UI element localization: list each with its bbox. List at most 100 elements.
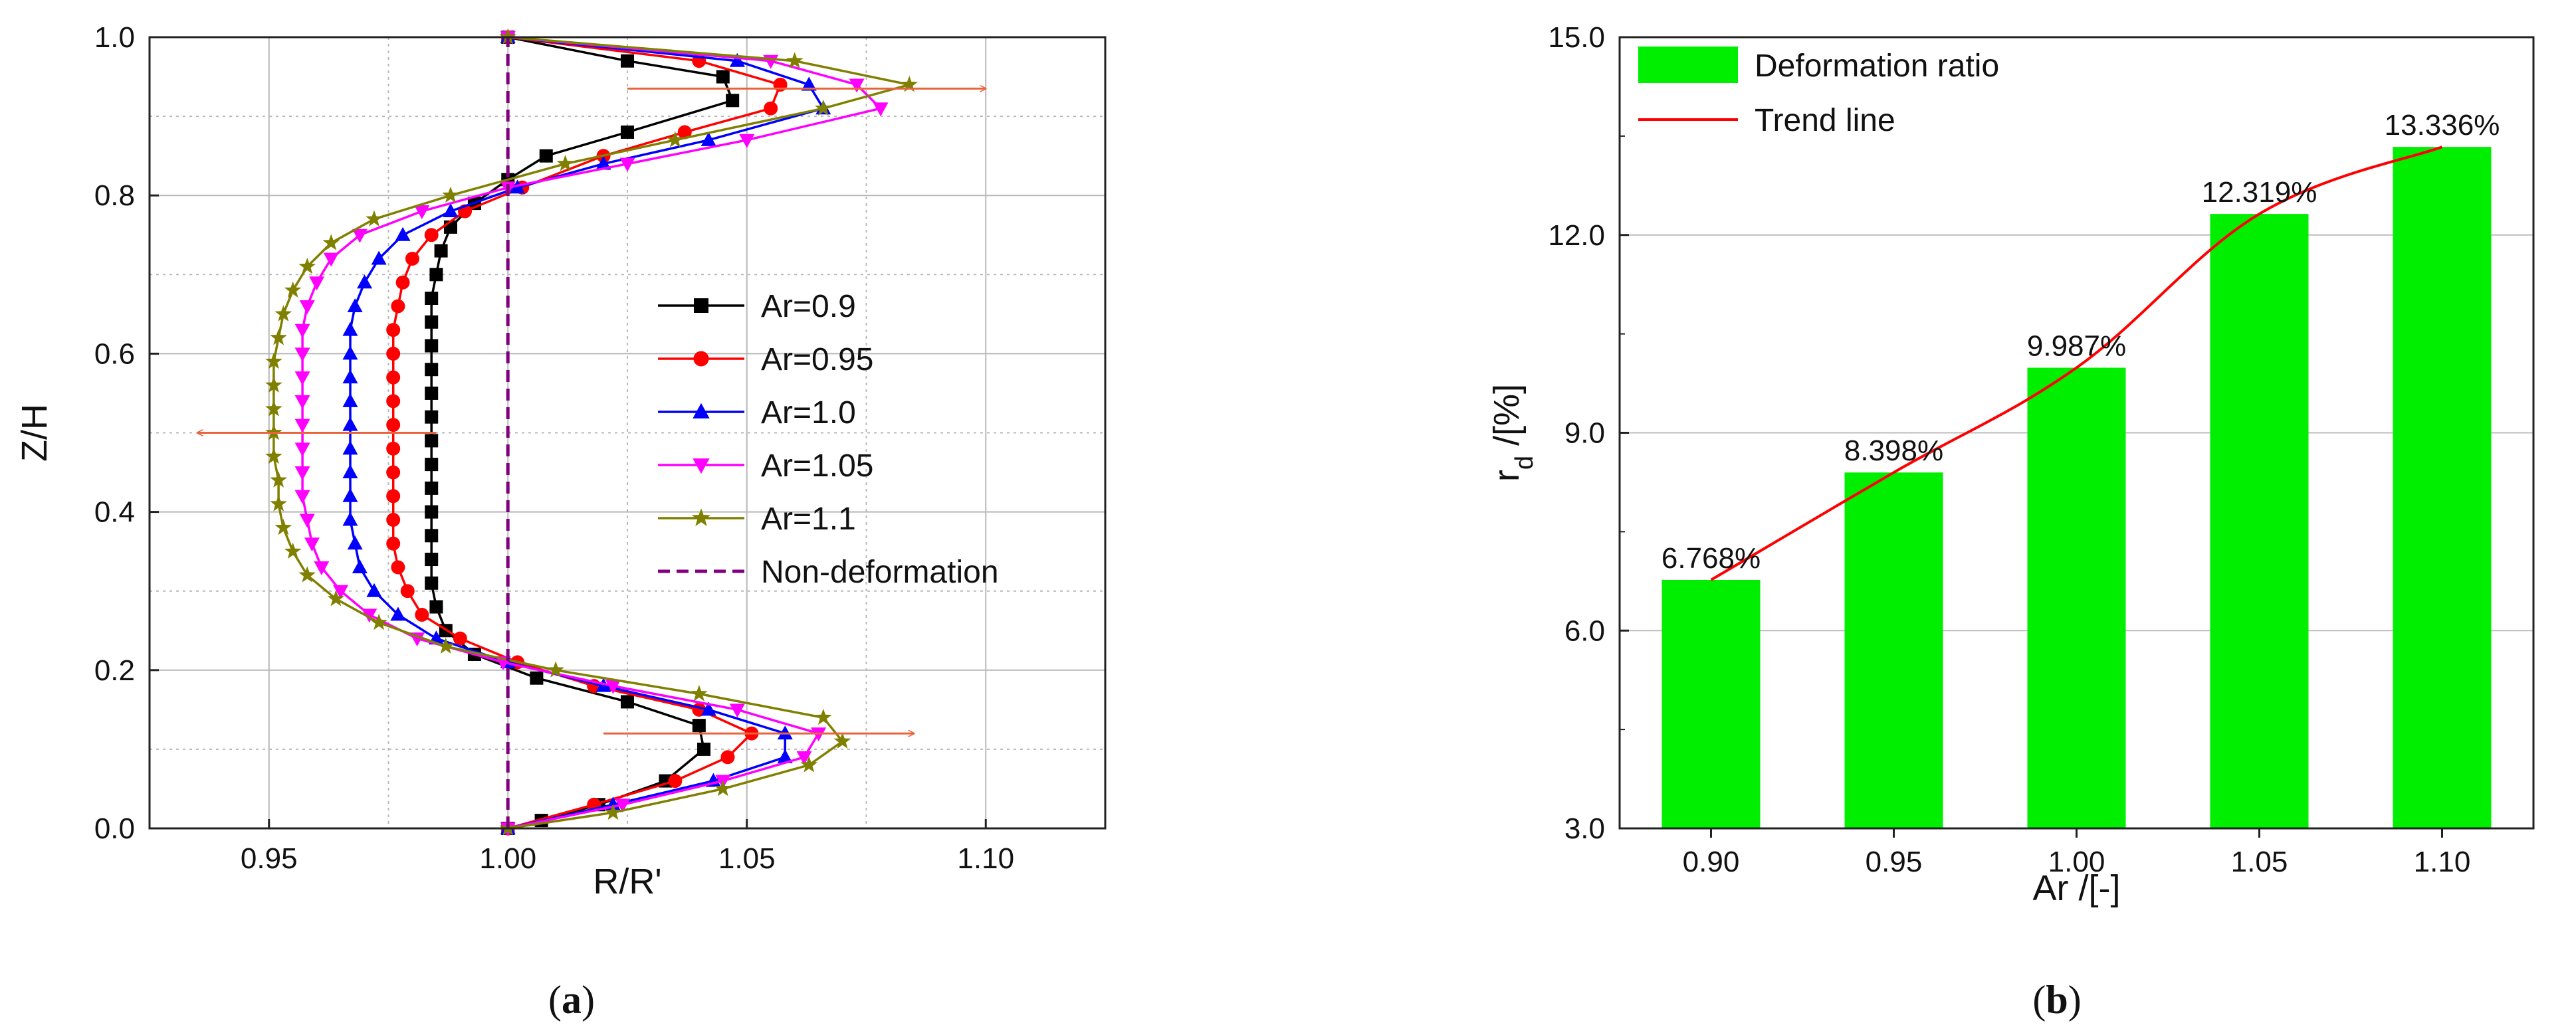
panel-b-caption-close: ) (2068, 978, 2082, 1022)
series-line (391, 36, 782, 830)
data-point (342, 464, 358, 479)
trend-line (1710, 145, 2443, 581)
data-point (265, 352, 282, 369)
data-point (284, 542, 302, 559)
bar-value-label: 13.336% (2385, 109, 2500, 141)
data-point (294, 371, 310, 386)
data-point (386, 346, 401, 361)
data-point (615, 798, 631, 813)
panel-a-arrows (197, 88, 986, 733)
data-point (425, 529, 439, 543)
data-point (425, 410, 439, 424)
x-tick-label: 1.10 (957, 842, 1014, 875)
data-point (371, 250, 387, 265)
legend-swatch-marker (691, 508, 711, 526)
data-point (370, 613, 387, 630)
data-point (386, 441, 401, 456)
data-point (395, 275, 410, 290)
x-tick-label: 1.05 (2231, 846, 2288, 878)
data-point (697, 742, 711, 756)
panel-b-y-label-sub: d (1511, 456, 1539, 470)
legend-label: Non-deformation (761, 555, 999, 590)
panel-a-caption-close: ) (582, 978, 595, 1022)
data-point (619, 157, 635, 172)
data-point (849, 78, 865, 93)
data-point (270, 329, 287, 345)
data-point (425, 505, 439, 519)
data-point (556, 155, 574, 171)
data-point (604, 803, 622, 820)
data-point (299, 514, 315, 528)
y-tick-label: 3.0 (1564, 812, 1605, 845)
bar-value-label: 8.398% (1844, 434, 1943, 467)
data-point (395, 227, 411, 241)
data-point (595, 155, 611, 170)
x-tick-label: 1.00 (2048, 846, 2105, 878)
data-point (425, 481, 439, 495)
data-point (901, 76, 918, 92)
data-point (668, 774, 683, 789)
data-point (437, 637, 455, 654)
legend-swatch-marker (693, 458, 710, 474)
data-point (342, 345, 358, 360)
data-point (347, 298, 363, 312)
y-tick-label: 9.0 (1564, 417, 1605, 450)
data-point (425, 434, 439, 448)
data-point (605, 680, 621, 694)
data-point (425, 553, 439, 567)
data-point (274, 518, 292, 535)
legend-item: Ar=1.0 (658, 395, 856, 430)
data-point (309, 276, 325, 291)
data-point (265, 376, 282, 393)
data-point (720, 750, 735, 765)
data-point (434, 244, 448, 258)
data-point (873, 102, 889, 117)
data-point (425, 315, 439, 329)
panel-b-caption-open: ( (2032, 978, 2046, 1022)
data-point (424, 228, 439, 242)
data-point (333, 585, 349, 599)
data-point (294, 324, 310, 338)
data-point (386, 323, 401, 337)
panel-a-chart: 0.95 1.00 1.05 1.10 0.0 0.2 0.4 0.6 0.8 1.0 Ar=0.… (15, 21, 1107, 1022)
data-point (726, 94, 740, 108)
x-tick-label: 1.00 (479, 842, 536, 875)
bar-0.95 (1844, 472, 1943, 828)
data-point (294, 347, 310, 362)
bar-0.90 (1662, 580, 1761, 828)
data-point (539, 149, 553, 163)
panel-a-x-axis-label: R/R' (593, 862, 661, 901)
y-tick-label: 12.0 (1548, 219, 1605, 252)
y-tick-label: 1.0 (94, 21, 135, 54)
x-tick-label: 0.95 (241, 842, 298, 875)
panel-b-value-labels: 6.768% 8.398% 9.987% 12.319% 13.336% (1662, 109, 2500, 575)
data-point (304, 537, 320, 552)
data-point (667, 131, 684, 147)
data-point (352, 559, 368, 573)
data-point (786, 52, 804, 68)
data-point (547, 661, 564, 678)
data-point (800, 756, 818, 773)
legend-label: Ar=1.1 (761, 502, 856, 537)
x-tick-label: 1.10 (2414, 846, 2471, 878)
series-line (272, 36, 910, 830)
data-point (391, 299, 405, 314)
data-point (801, 76, 817, 91)
y-tick-label: 15.0 (1548, 21, 1605, 54)
data-point (342, 488, 358, 502)
panel-b-x-axis-label: Ar /[-] (2033, 868, 2121, 908)
legend-item: Ar=1.1 (658, 502, 856, 537)
data-point (274, 305, 292, 322)
bar-value-label: 12.319% (2202, 176, 2317, 209)
bar-value-label: 9.987% (2027, 330, 2126, 363)
data-point (386, 513, 401, 527)
y-tick-label: 0.0 (94, 812, 135, 845)
data-point (425, 339, 439, 353)
data-point (443, 203, 459, 218)
legend-item: Ar=0.95 (658, 342, 873, 377)
panel-a-legend: Ar=0.9 Ar=0.95 Ar=1.0 Ar=1.05 Ar=1.1 Non-defo… (658, 289, 999, 590)
data-point (314, 561, 330, 575)
data-point (777, 749, 793, 763)
data-point (716, 70, 730, 84)
data-point (270, 471, 287, 488)
